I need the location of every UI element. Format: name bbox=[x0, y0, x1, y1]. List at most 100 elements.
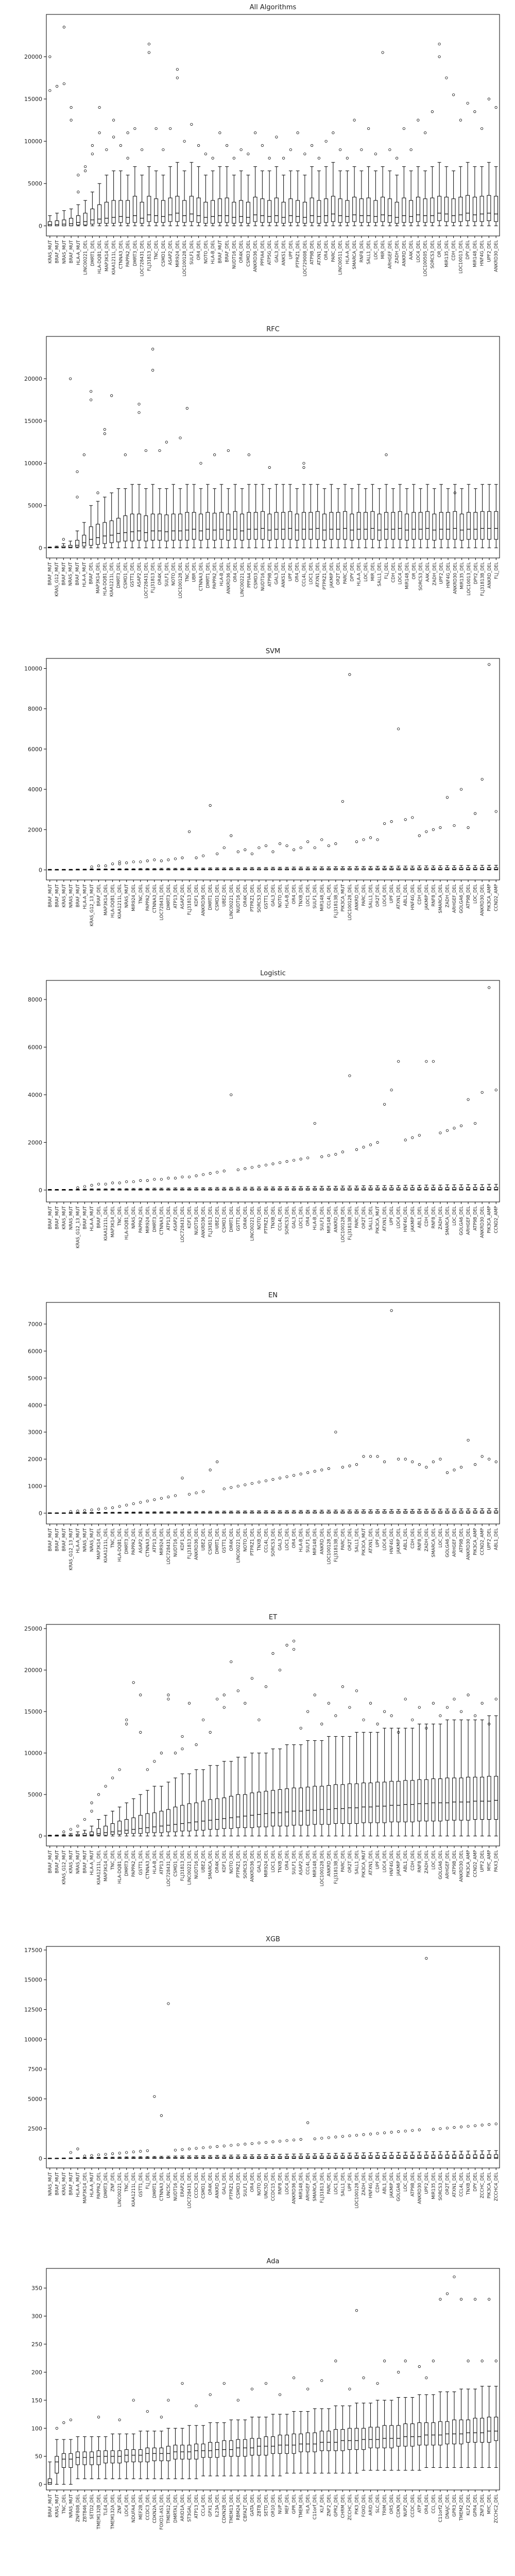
box-44 bbox=[354, 840, 359, 870]
box-body bbox=[403, 1187, 408, 1191]
box-14 bbox=[145, 2410, 150, 2479]
x-tick-label: LINC00511_DEL bbox=[338, 240, 344, 275]
box-33 bbox=[274, 484, 279, 548]
outlier-point bbox=[141, 148, 144, 151]
outlier-point bbox=[432, 1060, 435, 1063]
x-tick-label: OR_DEL bbox=[437, 240, 442, 258]
outlier-point bbox=[111, 2152, 114, 2155]
box-2 bbox=[61, 2421, 66, 2485]
x-tick-label: CCND2_AMP bbox=[480, 1528, 485, 1555]
outlier-point bbox=[258, 1165, 261, 1168]
box-42 bbox=[340, 1466, 345, 1514]
outlier-point bbox=[348, 1074, 351, 1077]
outlier-point bbox=[76, 1186, 79, 1189]
x-tick-label: DPY_DEL bbox=[473, 2172, 478, 2192]
box-body bbox=[473, 512, 478, 540]
outlier-point bbox=[97, 2415, 100, 2419]
x-tick-label: ANKRD30_DEL bbox=[466, 1528, 471, 1560]
outlier-point bbox=[445, 1471, 449, 1474]
box-body bbox=[288, 511, 293, 540]
box-50 bbox=[396, 1727, 401, 1837]
x-tick-label: UBE2_DEL bbox=[222, 884, 227, 907]
x-tick-label: BRAF_MUT bbox=[48, 2494, 53, 2517]
outlier-point bbox=[445, 796, 449, 799]
outlier-point bbox=[118, 1768, 121, 1771]
box-body bbox=[144, 515, 148, 541]
box-5 bbox=[82, 869, 87, 871]
box-43 bbox=[348, 1074, 352, 1191]
x-tick-label: HLA-B_DEL bbox=[219, 562, 225, 586]
x-tick-label: OR4K_DEL bbox=[208, 2172, 213, 2195]
outlier-point bbox=[411, 1136, 414, 1139]
box-47 bbox=[375, 1455, 380, 1514]
box-39 bbox=[319, 838, 324, 870]
outlier-point bbox=[97, 1793, 100, 1796]
box-body bbox=[138, 2449, 143, 2463]
outlier-point bbox=[165, 440, 168, 444]
box-body bbox=[424, 1779, 428, 1822]
box-29 bbox=[247, 453, 251, 548]
box-body bbox=[458, 197, 463, 222]
box-26 bbox=[229, 2144, 233, 2159]
x-tick-label: JAKMIP_DEL bbox=[329, 562, 334, 588]
x-tick-label: OR2T_DEL bbox=[348, 1850, 353, 1873]
x-tick-label: ST3GAL_DEL bbox=[187, 2494, 193, 2522]
outlier-point bbox=[104, 2153, 107, 2156]
x-tick-label: FLJ31813_DEL bbox=[187, 884, 193, 915]
box-59 bbox=[459, 1466, 464, 1514]
x-tick-label: GOLGA6_DEL bbox=[397, 2172, 402, 2201]
x-tick-label: TNXB_DEL bbox=[278, 1850, 283, 1873]
box-58 bbox=[452, 1127, 456, 1191]
x-tick-label: GAL3_DEL bbox=[257, 1850, 262, 1873]
outlier-point bbox=[293, 2139, 296, 2142]
box-21 bbox=[194, 1743, 198, 1837]
box-53 bbox=[417, 834, 422, 870]
outlier-point bbox=[230, 1660, 233, 1664]
outlier-point bbox=[445, 76, 448, 79]
x-tick-label: CSMD3_DEL bbox=[236, 2172, 241, 2199]
x-tick-label: LINC00221_DEL bbox=[83, 240, 89, 275]
box-7 bbox=[96, 2153, 101, 2159]
box-65 bbox=[494, 484, 499, 548]
x-tick-label: DMRT1_DEL bbox=[90, 240, 95, 266]
x-tick-label: DMRT1_DEL bbox=[152, 2172, 158, 2198]
box-60 bbox=[466, 1693, 470, 1837]
box-31 bbox=[267, 157, 272, 226]
box-body bbox=[281, 201, 286, 224]
y-tick-label: 15000 bbox=[24, 1977, 42, 1984]
box-body bbox=[61, 546, 66, 548]
y-tick-label: 8000 bbox=[28, 996, 42, 1003]
outlier-point bbox=[209, 2145, 212, 2149]
box-8 bbox=[104, 865, 108, 871]
outlier-point bbox=[459, 1124, 463, 1127]
outlier-point bbox=[147, 51, 150, 54]
outlier-point bbox=[306, 1156, 310, 1160]
box-51 bbox=[403, 1458, 408, 1514]
x-tick-label: MAP3K14_DEL bbox=[111, 1206, 116, 1238]
outlier-point bbox=[174, 1752, 177, 1755]
box-8 bbox=[104, 2153, 108, 2159]
x-tick-label: DMRT3_DEL bbox=[152, 1206, 158, 1232]
box-17 bbox=[164, 440, 169, 548]
x-tick-label: DPY_DEL bbox=[466, 240, 471, 260]
x-tick-label: KIAA1211L_DEL bbox=[104, 1528, 109, 1563]
box-body bbox=[274, 512, 279, 540]
outlier-point bbox=[306, 2121, 310, 2124]
box-body bbox=[431, 868, 436, 870]
box-body bbox=[89, 526, 93, 546]
outlier-point bbox=[320, 1155, 323, 1158]
box-28 bbox=[243, 2143, 247, 2159]
x-tick-label: OR4_DEL bbox=[285, 1850, 290, 1870]
x-tick-label: BRAF_MUT bbox=[61, 562, 66, 585]
outlier-point bbox=[118, 860, 121, 863]
x-tick-label: ABL1_DEL bbox=[383, 2172, 388, 2194]
box-6 bbox=[90, 2436, 94, 2479]
box-55 bbox=[431, 1060, 436, 1191]
box-32 bbox=[271, 1478, 275, 1514]
outlier-point bbox=[362, 2133, 365, 2136]
box-body bbox=[452, 868, 456, 870]
outlier-point bbox=[250, 1166, 253, 1169]
x-tick-label: JAKMIP_DEL bbox=[397, 1850, 402, 1876]
box-63 bbox=[480, 484, 485, 548]
box-32 bbox=[271, 1652, 275, 1837]
